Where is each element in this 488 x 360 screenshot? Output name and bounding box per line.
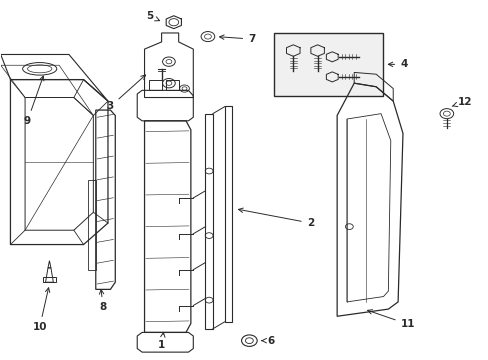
Text: 11: 11 [367, 310, 414, 329]
Text: 6: 6 [261, 336, 274, 346]
Text: 9: 9 [24, 76, 44, 126]
Text: 4: 4 [387, 59, 407, 69]
Text: 3: 3 [106, 75, 145, 112]
Text: 8: 8 [99, 290, 106, 312]
Text: 1: 1 [158, 333, 165, 350]
Text: 7: 7 [219, 34, 255, 44]
Bar [273, 33, 383, 96]
Text: 2: 2 [238, 208, 313, 228]
Text: 12: 12 [451, 97, 471, 107]
Text: 5: 5 [145, 11, 159, 21]
Text: 10: 10 [32, 288, 50, 332]
